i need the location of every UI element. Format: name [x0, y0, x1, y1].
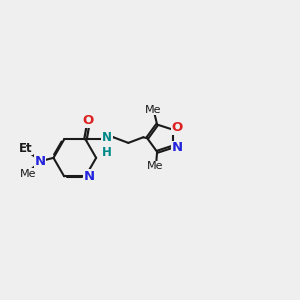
Text: Me: Me	[147, 161, 164, 172]
Text: N: N	[34, 155, 46, 168]
Text: N: N	[172, 142, 183, 154]
Text: N
H: N H	[102, 131, 112, 159]
Text: Me: Me	[146, 105, 162, 115]
Text: O: O	[82, 114, 94, 127]
Text: O: O	[171, 121, 183, 134]
Text: Me: Me	[20, 169, 37, 179]
Text: Et: Et	[19, 142, 32, 154]
Text: N: N	[84, 170, 95, 183]
